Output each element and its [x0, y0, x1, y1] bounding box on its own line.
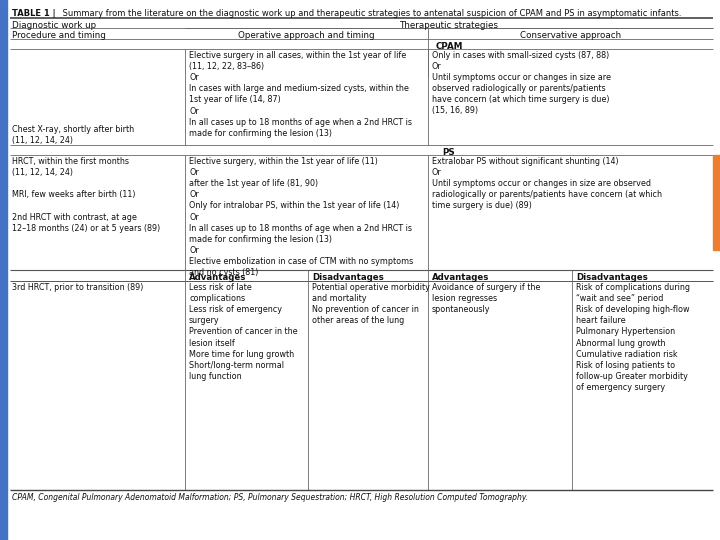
Text: Only in cases with small-sized cysts (87, 88)
Or
Until symptoms occur or changes: Only in cases with small-sized cysts (87… [432, 51, 611, 116]
Text: Elective surgery in all cases, within the 1st year of life
(11, 12, 22, 83–86)
O: Elective surgery in all cases, within th… [189, 51, 412, 138]
Text: Advantages: Advantages [432, 273, 490, 282]
Text: Extralobar PS without significant shunting (14)
Or
Until symptoms occur or chang: Extralobar PS without significant shunti… [432, 157, 662, 211]
Text: Disadvantages: Disadvantages [576, 273, 648, 282]
Text: Diagnostic work up: Diagnostic work up [12, 21, 96, 30]
Text: Less risk of late
complications
Less risk of emergency
surgery
Prevention of can: Less risk of late complications Less ris… [189, 283, 297, 381]
Text: Risk of complications during
“wait and see” period
Risk of developing high-flow
: Risk of complications during “wait and s… [576, 283, 690, 392]
Text: Conservative approach: Conservative approach [520, 31, 621, 40]
Text: 3rd HRCT, prior to transition (89): 3rd HRCT, prior to transition (89) [12, 283, 143, 292]
Text: HRCT, within the first months
(11, 12, 14, 24)

MRI, few weeks after birth (11)
: HRCT, within the first months (11, 12, 1… [12, 157, 161, 233]
Text: Elective surgery, within the 1st year of life (11)
Or
after the 1st year of life: Elective surgery, within the 1st year of… [189, 157, 413, 277]
Text: Disadvantages: Disadvantages [312, 273, 384, 282]
Text: Procedure and timing: Procedure and timing [12, 31, 106, 40]
Text: TABLE 1 |: TABLE 1 | [12, 9, 55, 18]
Bar [713, 155, 720, 250]
Text: Potential operative morbidity
and mortality
No prevention of cancer in
other are: Potential operative morbidity and mortal… [312, 283, 430, 325]
Text: CPAM: CPAM [436, 42, 463, 51]
Text: PS: PS [443, 148, 455, 157]
Text: Chest X-ray, shortly after birth
(11, 12, 14, 24): Chest X-ray, shortly after birth (11, 12… [12, 125, 134, 145]
Text: Therapeutic strategies: Therapeutic strategies [400, 21, 498, 30]
Text: Advantages: Advantages [189, 273, 246, 282]
Text: Operative approach and timing: Operative approach and timing [238, 31, 375, 40]
Text: CPAM, Congenital Pulmonary Adenomatoid Malformation; PS, Pulmonary Sequestration: CPAM, Congenital Pulmonary Adenomatoid M… [12, 493, 528, 502]
Text: Avoidance of surgery if the
lesion regresses
spontaneously: Avoidance of surgery if the lesion regre… [432, 283, 541, 314]
Bar [0, 0, 7, 540]
Text: Summary from the literature on the diagnostic work up and therapeutic strategies: Summary from the literature on the diagn… [60, 9, 682, 18]
